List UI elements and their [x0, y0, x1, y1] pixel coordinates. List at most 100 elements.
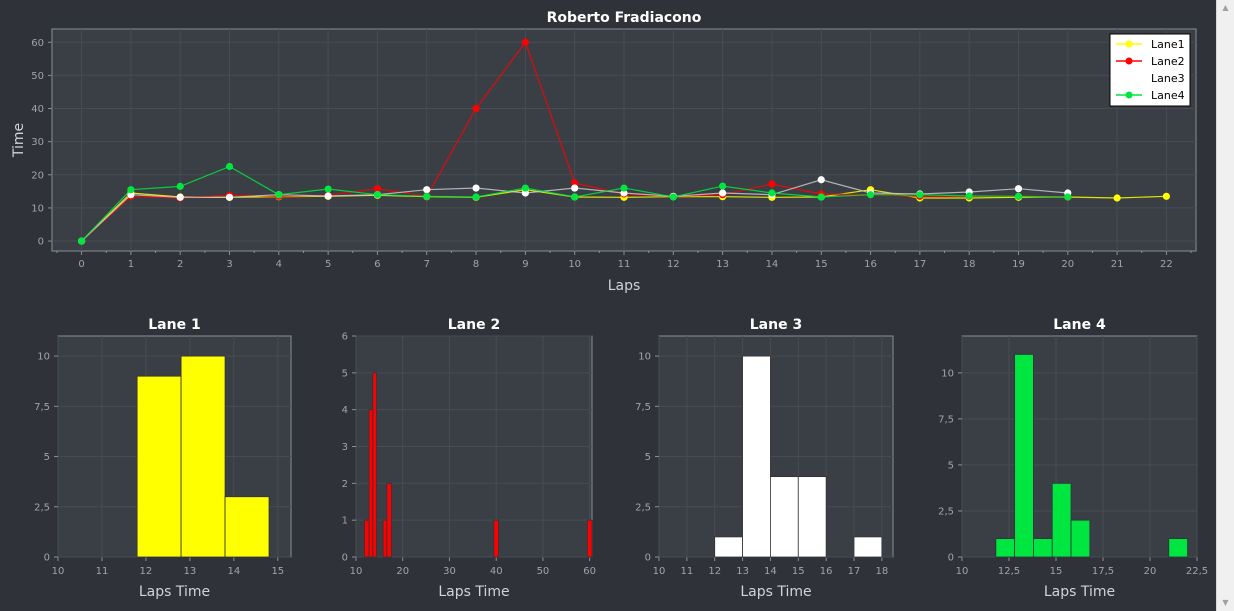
data-point: [472, 193, 480, 201]
histogram-bar: [180, 355, 226, 558]
histogram-bar: [493, 519, 499, 558]
data-point: [373, 191, 382, 199]
y-tick-label: 6: [342, 332, 348, 343]
histogram-bar: [797, 476, 827, 558]
x-tick-label: 8: [473, 259, 479, 270]
arrow-down-icon[interactable]: ▼: [1222, 598, 1229, 607]
x-tick-label: 17: [848, 566, 861, 577]
x-tick-label: 1: [128, 259, 134, 270]
histogram-lane-4: 10 12,5 15 17,5 20 22,5 0 2,5 5 7,5 10 Lane 4 Laps T…: [938, 317, 1208, 600]
x-tick-label: 6: [374, 259, 380, 270]
data-point: [620, 184, 628, 192]
data-point: [571, 193, 579, 201]
data-point: [768, 189, 776, 197]
x-axis-title: Laps Time: [438, 584, 509, 600]
legend-marker: [1125, 57, 1133, 65]
histogram-bar: [1033, 538, 1053, 558]
data-point: [817, 176, 825, 184]
histogram-title: Lane 1: [148, 317, 200, 333]
x-axis-title: Laps Time: [740, 584, 811, 600]
x-tick-label: 5: [325, 259, 331, 270]
x-axis-title: Laps Time: [1044, 584, 1115, 600]
data-point: [521, 189, 529, 197]
x-tick-label: 20: [1061, 259, 1074, 270]
x-tick-label: 50: [537, 566, 550, 577]
histogram-bar: [995, 538, 1016, 558]
x-tick-label: 18: [963, 259, 976, 270]
histogram-bar: [853, 536, 883, 558]
x-tick-label: 0: [78, 259, 84, 270]
x-tick-label: 19: [1012, 259, 1025, 270]
y-tick-label: 0: [342, 553, 348, 564]
legend-marker: [1125, 40, 1133, 48]
data-point: [423, 192, 431, 200]
x-tick-label: 15: [271, 566, 284, 577]
histogram-bar: [136, 375, 182, 558]
x-tick-label: 10: [52, 566, 65, 577]
data-point: [472, 184, 480, 192]
data-point: [1014, 192, 1023, 200]
data-point: [225, 193, 234, 201]
histogram-title: Lane 4: [1053, 317, 1106, 333]
legend-label: Lane1: [1151, 38, 1185, 51]
arrow-up-icon[interactable]: ▲: [1222, 3, 1229, 12]
x-tick-label: 12: [667, 259, 680, 270]
y-tick-label: 0: [38, 237, 44, 248]
y-tick-label: 1: [342, 516, 348, 527]
histogram-bar: [368, 409, 374, 558]
histogram-bar: [1168, 538, 1189, 558]
y-tick-label: 7,5: [635, 402, 651, 413]
laps-time-line-chart: 0 1 2 3 4 5 6 7 8 9 10 11 12 13 14 15 16 17 18 19 20 21 220102…: [11, 10, 1197, 294]
data-point: [866, 191, 875, 199]
y-tick-label: 5: [645, 452, 651, 463]
x-tick-label: 18: [875, 566, 888, 577]
y-tick-label: 3: [342, 442, 348, 453]
data-point: [620, 189, 628, 197]
data-point: [1162, 192, 1171, 200]
legend-marker: [1125, 91, 1133, 99]
x-tick-label: 17,5: [1092, 566, 1114, 577]
data-point: [77, 237, 86, 245]
legend-item: Lane3: [1151, 72, 1185, 85]
x-tick-label: 20: [1144, 566, 1157, 577]
y-tick-label: 5: [342, 368, 348, 379]
y-tick-label: 10: [941, 368, 954, 379]
x-tick-label: 22,5: [1186, 566, 1208, 577]
y-tick-label: 2: [342, 479, 348, 490]
x-tick-label: 9: [522, 259, 528, 270]
y-tick-label: 20: [31, 170, 44, 181]
x-tick-label: 14: [764, 566, 777, 577]
histogram-bar: [386, 482, 392, 558]
legend-box: [1109, 33, 1191, 107]
x-tick-label: 12: [708, 566, 721, 577]
x-tick-label: 11: [96, 566, 109, 577]
x-tick-label: 30: [443, 566, 456, 577]
y-tick-label: 30: [31, 137, 44, 148]
histogram-bar: [1014, 354, 1034, 558]
x-tick-label: 15: [815, 259, 828, 270]
vertical-scrollbar[interactable]: ▲ ▼: [1216, 0, 1234, 611]
x-tick-label: 11: [618, 259, 631, 270]
data-point: [521, 38, 529, 46]
y-tick-label: 40: [31, 104, 44, 115]
y-tick-label: 0: [645, 553, 651, 564]
x-tick-label: 13: [716, 259, 729, 270]
x-tick-label: 14: [766, 259, 779, 270]
x-tick-label: 15: [792, 566, 805, 577]
data-point: [669, 193, 677, 201]
y-tick-label: 50: [31, 71, 44, 82]
histogram-bar: [586, 519, 593, 558]
x-tick-label: 21: [1111, 259, 1124, 270]
histogram-bar: [382, 519, 388, 558]
y-axis-title: Time: [11, 123, 27, 158]
data-point: [127, 186, 135, 194]
histogram-title: Lane 2: [448, 317, 500, 333]
x-axis-title: Laps: [608, 278, 641, 294]
legend-label: Lane2: [1151, 55, 1185, 68]
y-tick-label: 60: [31, 38, 44, 49]
histogram-bar: [714, 536, 743, 558]
x-tick-label: 15: [1050, 566, 1063, 577]
y-tick-label: 0: [948, 553, 954, 564]
x-tick-label: 17: [913, 259, 926, 270]
